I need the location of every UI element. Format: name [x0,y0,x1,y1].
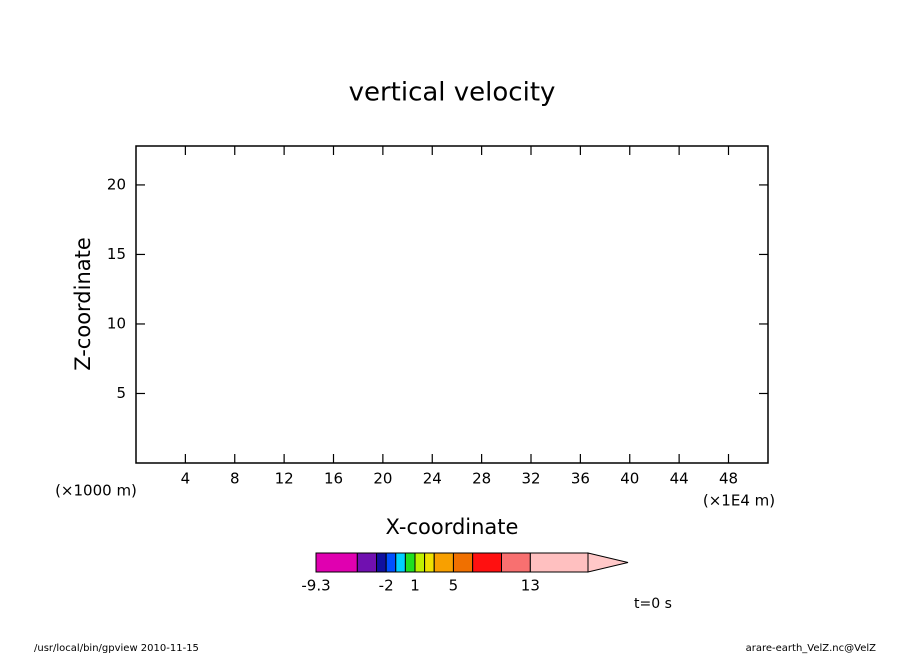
x-tick-label: 20 [373,470,392,488]
x-tick-label: 12 [275,470,294,488]
x-axis-label: X-coordinate [386,515,519,539]
y-tick-label: 15 [107,245,126,263]
x-unit: (×1E4 m) [703,492,775,510]
colorbar-tick-label: 13 [521,577,540,595]
x-tick-label: 4 [181,470,191,488]
x-tick-label: 48 [719,470,738,488]
colorbar-segment [376,552,387,573]
colorbar-extension [587,552,629,573]
plot-frame [135,145,769,464]
footer-right: arare-earth_VelZ.nc@VelZ [746,643,877,654]
x-tick-label: 36 [571,470,590,488]
colorbar-segment [356,552,378,573]
x-tick-label: 44 [670,470,689,488]
y-axis-label: Z-coordinate [71,237,95,371]
colorbar-tick-label: 5 [449,577,459,595]
colorbar-segment [424,552,435,573]
chart-title: vertical velocity [349,78,556,108]
colorbar-segment [414,552,426,573]
x-tick-label: 8 [230,470,240,488]
x-tick-label: 40 [620,470,639,488]
y-tick-label: 20 [107,175,126,193]
colorbar-tick-label: 1 [410,577,420,595]
footer-left: /usr/local/bin/gpview 2010-11-15 [34,643,199,654]
colorbar-tick-label: -9.3 [301,577,330,595]
x-tick-label: 16 [324,470,343,488]
colorbar-segment [404,552,416,573]
x-tick-label: 32 [521,470,540,488]
y-tick-label: 10 [107,314,126,332]
colorbar-segment [452,552,474,573]
colorbar-segment [433,552,454,573]
colorbar-segment [472,552,502,573]
colorbar-segment [395,552,406,573]
colorbar-tick-label: -2 [379,577,394,595]
colorbar-segment [529,552,589,573]
y-tick-label: 5 [116,384,126,402]
y-unit: (×1000 m) [55,482,137,500]
colorbar-segment [315,552,358,573]
colorbar-segment [500,552,531,573]
annotation: t=0 s [634,596,672,612]
x-tick-label: 28 [472,470,491,488]
x-tick-label: 24 [423,470,442,488]
colorbar-segment [385,552,397,573]
